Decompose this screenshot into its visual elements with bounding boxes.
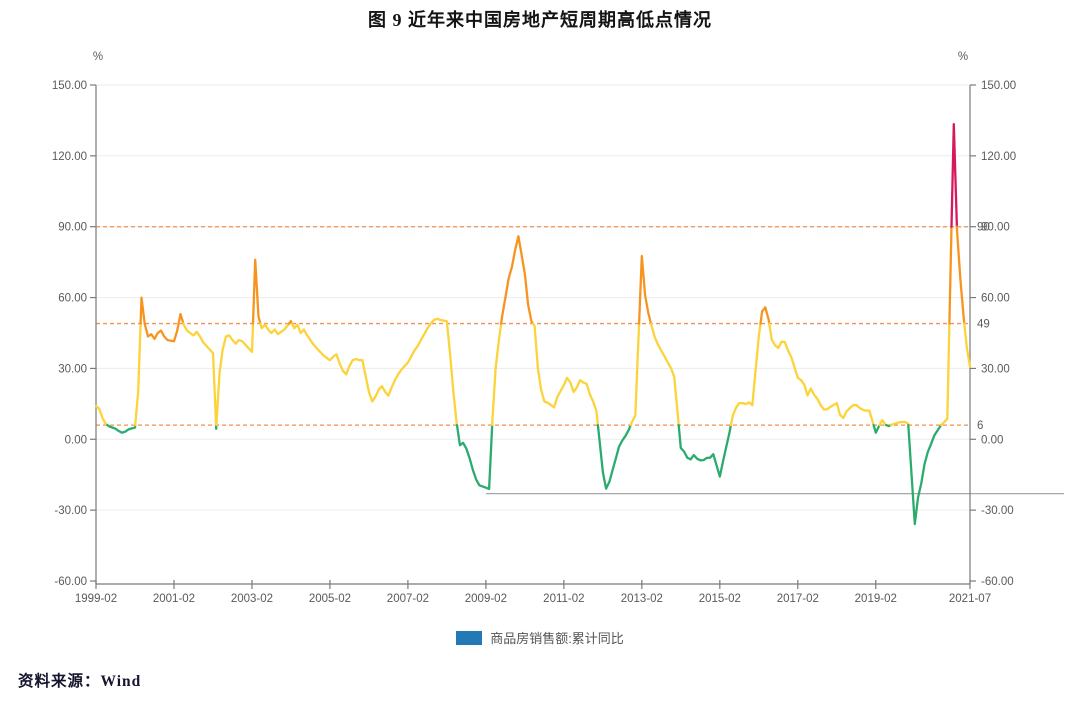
source-note: 资料来源：Wind	[18, 673, 142, 690]
series-line-run	[889, 420, 910, 427]
svg-text:2019-02: 2019-02	[855, 593, 897, 605]
svg-text:2005-02: 2005-02	[309, 593, 351, 605]
series-line-run	[215, 322, 255, 427]
series-line-run	[878, 419, 888, 427]
series-line-run	[177, 312, 185, 325]
svg-text:2001-02: 2001-02	[153, 593, 195, 605]
svg-text:0.00: 0.00	[65, 434, 87, 446]
svg-text:2007-02: 2007-02	[387, 593, 429, 605]
svg-text:1999-02: 1999-02	[75, 593, 117, 605]
svg-text:6: 6	[977, 420, 983, 432]
y-tick-labels-right: 150.00 120.00 90.00 60.00 30.00 0.00 -30.00 -60…	[981, 80, 1016, 588]
series-line-run	[491, 322, 503, 427]
series-line-run	[948, 225, 953, 325]
svg-text:%: %	[958, 51, 968, 63]
svg-text:-60.00: -60.00	[981, 576, 1014, 588]
series-line-run	[955, 225, 966, 325]
series-line-run	[759, 306, 771, 325]
series-line-run	[950, 123, 959, 228]
series-line-run	[445, 322, 459, 427]
svg-text:2003-02: 2003-02	[231, 593, 273, 605]
svg-text:2011-02: 2011-02	[543, 593, 584, 605]
svg-text:30.00: 30.00	[58, 363, 87, 375]
series-line-run	[768, 322, 875, 427]
series-line-run	[677, 423, 733, 478]
cycle-line-chart: 150.00120.0090.0060.0030.000.00-30.00-60…	[52, 51, 1064, 605]
y-tick-labels-left: 150.00 120.00 90.00 60.00 30.00 0.00 -30.00 -60…	[52, 80, 87, 588]
series-line-run	[290, 317, 449, 403]
series-line-run	[500, 235, 535, 325]
legend: 商品房销售额:累计同比	[0, 628, 1080, 647]
svg-text:49: 49	[977, 319, 990, 331]
series-line-run	[531, 322, 600, 427]
unit-labels: %%	[93, 51, 968, 63]
series-line-run	[455, 423, 494, 491]
threshold-lines	[96, 226, 970, 426]
svg-text:120.00: 120.00	[981, 151, 1016, 163]
legend-label: 商品房销售额:累计同比	[490, 631, 624, 646]
svg-text:0.00: 0.00	[981, 434, 1003, 446]
series-line-run	[94, 405, 109, 427]
svg-text:60.00: 60.00	[58, 293, 87, 305]
series-line-run	[259, 322, 291, 336]
series-line-run	[629, 322, 641, 427]
axes	[90, 84, 976, 589]
y-gridlines	[96, 84, 970, 511]
series-line-run	[251, 258, 262, 325]
series-line-run	[637, 254, 653, 325]
svg-text:90.00: 90.00	[981, 222, 1010, 234]
svg-text:30.00: 30.00	[981, 363, 1010, 375]
series-line	[94, 123, 972, 526]
svg-text:60.00: 60.00	[981, 293, 1010, 305]
svg-text:90: 90	[977, 222, 990, 234]
svg-text:2009-02: 2009-02	[465, 593, 507, 605]
svg-text:90.00: 90.00	[58, 222, 87, 234]
series-line-run	[872, 423, 881, 434]
series-line-run	[139, 296, 180, 343]
svg-text:150.00: 150.00	[981, 80, 1016, 92]
series-line-run	[963, 322, 972, 368]
svg-text:2021-07: 2021-07	[949, 593, 991, 605]
svg-text:150.00: 150.00	[52, 80, 87, 92]
svg-text:2013-02: 2013-02	[621, 593, 663, 605]
page-title: 图 9 近年来中国房地产短周期高低点情况	[368, 10, 712, 30]
svg-text:-30.00: -30.00	[54, 505, 87, 517]
svg-text:%: %	[93, 51, 103, 63]
svg-text:-30.00: -30.00	[981, 505, 1014, 517]
x-tick-labels: 1999-02 2001-02 2003-02 2005-02 2007-02 2009-…	[75, 593, 991, 605]
series-line-run	[106, 423, 137, 434]
series-line-run	[729, 322, 762, 427]
svg-text:120.00: 120.00	[52, 151, 87, 163]
svg-text:2015-02: 2015-02	[699, 593, 741, 605]
series-line-run	[907, 423, 943, 526]
threshold-labels: 90 49 6	[977, 222, 990, 432]
series-line-run	[649, 322, 680, 427]
svg-text:2017-02: 2017-02	[777, 593, 819, 605]
legend-swatch	[456, 630, 483, 645]
series-line-run	[182, 322, 218, 427]
series-line-run	[596, 423, 632, 490]
series-line-run	[134, 322, 142, 427]
series-line-run	[940, 322, 951, 427]
svg-text:-60.00: -60.00	[54, 576, 87, 588]
